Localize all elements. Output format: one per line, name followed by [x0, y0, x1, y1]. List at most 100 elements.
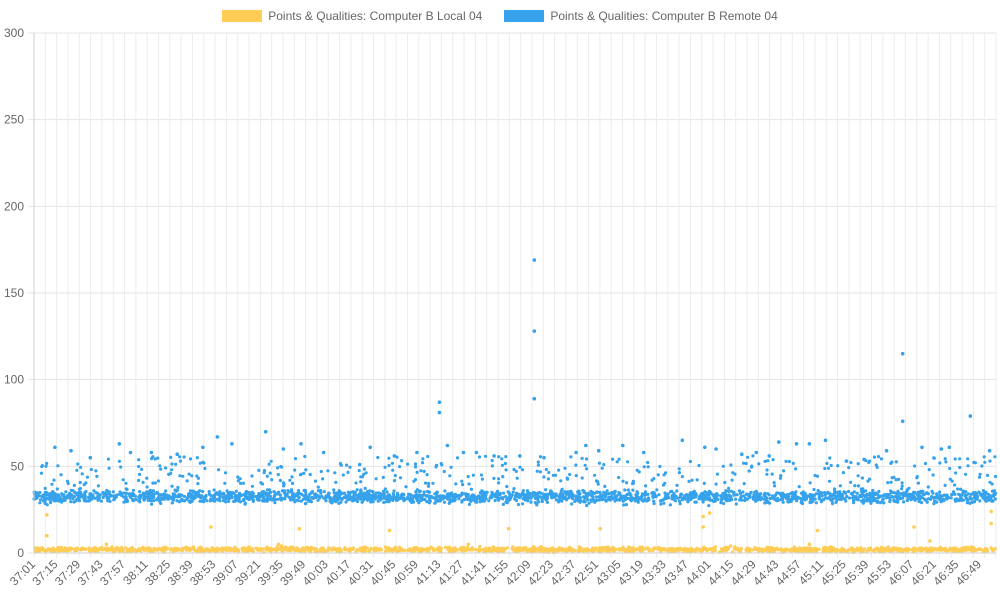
data-point-baseline — [132, 493, 136, 497]
data-point-baseline — [493, 498, 497, 503]
data-point-spike — [195, 456, 199, 460]
data-point-baseline — [450, 499, 454, 503]
data-point-spike — [778, 476, 783, 480]
data-point-baseline — [677, 548, 681, 552]
data-point-baseline — [803, 546, 807, 550]
data-point-baseline — [125, 499, 129, 503]
data-point-baseline — [366, 489, 370, 494]
data-point-baseline — [606, 546, 610, 550]
data-point-outlier — [912, 525, 916, 529]
data-point-baseline — [48, 492, 53, 496]
data-point-baseline — [168, 548, 172, 552]
data-point-spike — [593, 473, 597, 477]
data-point-baseline — [138, 490, 142, 494]
data-point-baseline — [875, 500, 879, 504]
data-point-spike — [260, 482, 265, 486]
data-point-spike — [442, 469, 446, 474]
data-point-outlier — [987, 448, 992, 453]
data-point-spike — [425, 473, 429, 477]
data-point-baseline — [418, 493, 422, 497]
data-point-spike — [773, 484, 777, 488]
data-point-baseline — [899, 492, 903, 496]
data-point-baseline — [46, 547, 51, 551]
data-point-spike — [779, 474, 783, 478]
legend-swatch-remote — [504, 10, 545, 22]
data-point-spike — [182, 455, 186, 459]
data-point-spike — [544, 467, 548, 472]
data-point-baseline — [686, 500, 690, 504]
legend-item-remote[interactable]: Points & Qualities: Computer B Remote 04 — [504, 9, 778, 23]
data-point-spike — [151, 455, 155, 459]
data-point-spike — [574, 474, 578, 478]
data-point-spike — [505, 484, 509, 489]
data-point-outlier — [117, 442, 122, 446]
data-point-spike — [663, 471, 668, 475]
data-point-spike — [715, 472, 720, 476]
data-point-spike — [169, 455, 173, 459]
data-point-baseline — [712, 493, 716, 497]
data-point-baseline — [111, 490, 115, 494]
data-point-spike — [421, 457, 425, 461]
data-point-baseline — [423, 498, 427, 502]
data-point-spike — [985, 473, 990, 477]
data-point-baseline — [926, 497, 931, 501]
data-point-spike — [270, 478, 274, 482]
data-point-baseline — [889, 548, 893, 552]
data-point-baseline — [382, 500, 386, 504]
data-point-spike — [412, 479, 416, 483]
data-point-outlier — [281, 447, 286, 451]
x-tick-label: 46:49 — [953, 557, 984, 588]
data-point-baseline — [402, 497, 406, 501]
data-point-spike — [427, 481, 431, 486]
data-point-spike — [390, 461, 394, 465]
data-point-baseline — [521, 497, 525, 501]
data-point-baseline — [197, 547, 202, 551]
data-point-outlier — [128, 450, 133, 455]
data-point-baseline — [398, 545, 402, 549]
data-point-baseline — [460, 500, 464, 504]
data-point-spike — [823, 466, 827, 471]
data-point-baseline — [932, 547, 937, 552]
data-point-baseline — [522, 548, 527, 552]
data-point-spike — [95, 474, 99, 478]
data-point-baseline — [564, 491, 568, 495]
data-point-spike — [434, 465, 438, 469]
data-point-baseline — [852, 490, 856, 494]
data-point-spike — [490, 458, 494, 463]
data-point-outlier — [321, 450, 326, 455]
data-point-baseline — [776, 498, 780, 502]
y-tick-label: 200 — [4, 199, 24, 213]
data-point-baseline — [332, 546, 336, 550]
data-point-spike — [362, 467, 366, 471]
data-point-baseline — [147, 495, 151, 499]
data-point-baseline — [331, 499, 335, 503]
data-point-spike — [849, 480, 853, 484]
data-point-baseline — [236, 495, 240, 499]
data-point-baseline — [143, 546, 147, 550]
data-point-baseline — [487, 499, 491, 503]
data-point-baseline — [118, 490, 122, 494]
data-point-baseline — [167, 494, 171, 498]
data-point-baseline — [110, 494, 114, 498]
data-point-baseline — [529, 549, 533, 553]
data-point-baseline — [603, 498, 608, 502]
data-point-baseline — [685, 493, 689, 497]
data-point-spike — [983, 460, 987, 464]
data-point-spike — [980, 464, 984, 468]
data-point-baseline — [427, 497, 432, 501]
data-point-baseline — [308, 492, 312, 496]
data-point-spike — [178, 455, 182, 459]
data-point-baseline — [77, 487, 81, 491]
data-point-baseline — [814, 501, 818, 505]
data-point-spike — [826, 466, 831, 470]
data-point-baseline — [892, 548, 896, 552]
legend-item-local[interactable]: Points & Qualities: Computer B Local 04 — [222, 9, 482, 23]
data-point-spike — [500, 463, 504, 467]
data-point-baseline — [738, 549, 742, 553]
data-point-spike — [341, 473, 345, 477]
data-point-baseline — [363, 486, 367, 490]
data-point-baseline — [406, 548, 410, 552]
data-point-outlier — [584, 443, 588, 448]
data-point-baseline — [652, 499, 656, 503]
data-point-baseline — [392, 496, 396, 500]
